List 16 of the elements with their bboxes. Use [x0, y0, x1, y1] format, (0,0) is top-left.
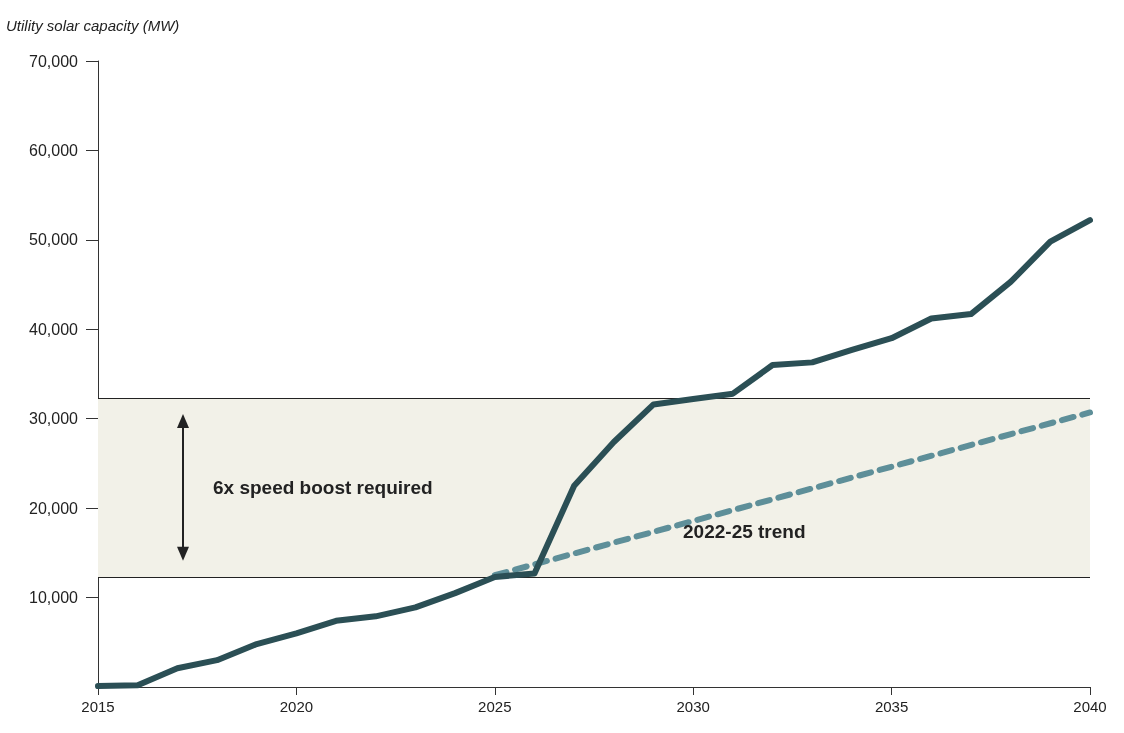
y-tick-label: 50,000	[29, 231, 79, 249]
x-tick-label: 2015	[81, 698, 115, 715]
series-label: 2022-25 trend	[683, 520, 806, 542]
x-tick-label: 2035	[874, 698, 909, 715]
y-tick-label: 10,000	[29, 589, 79, 607]
x-tick-label: 2040	[1073, 698, 1107, 715]
y-axis-title: Utility solar capacity (MW)	[6, 17, 180, 34]
x-tick-label: 2020	[279, 698, 314, 715]
y-tick-label: 70,000	[29, 52, 79, 70]
x-tick-label: 2025	[478, 698, 512, 715]
y-tick-label: 40,000	[29, 320, 79, 338]
y-tick-label: 30,000	[29, 410, 79, 428]
y-tick-label: 60,000	[29, 141, 79, 159]
y-tick-label: 20,000	[29, 499, 79, 517]
band-label: 6x speed boost required	[213, 477, 433, 499]
x-tick-label: 2030	[676, 698, 710, 715]
